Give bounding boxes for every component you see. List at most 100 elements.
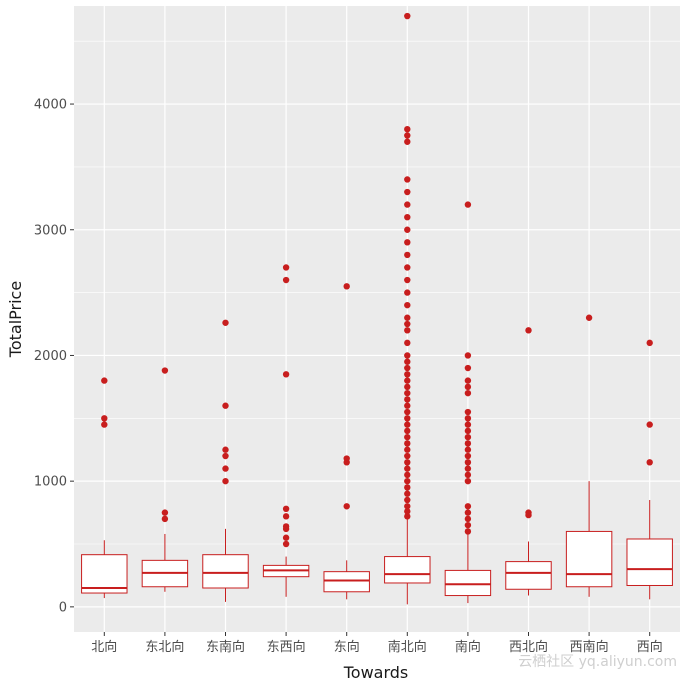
outlier-point [464,528,472,535]
outlier-point [464,503,472,510]
outlier-point [464,389,472,397]
outlier-point [464,383,472,391]
outlier-point [404,320,411,328]
outlier-point [646,459,653,466]
x-axis: 北向 东北向 东南向 东西向 东向 南北向 南向 西北向 西南向 西向 [91,632,663,655]
outlier-point [404,433,411,441]
outlier-point [404,176,411,183]
x-tick-label: 东向 [334,639,360,655]
outlier-point [404,314,411,321]
x-axis-title: Towards [343,663,409,682]
outlier-point [404,251,411,259]
outlier-point [464,364,472,372]
outlier-point [646,421,653,428]
outlier-point [404,327,411,334]
outlier-point [404,465,411,472]
outlier-point [404,490,411,497]
outlier-point [404,276,411,284]
outlier-point [404,289,411,296]
outlier-point [282,276,290,284]
y-tick-label: 2000 [34,349,67,364]
box-iqr [384,556,431,584]
outlier-point [404,421,411,428]
outlier-point [464,433,472,441]
outlier-point [404,446,411,453]
outlier-point [404,264,411,271]
outlier-point [404,239,411,246]
outlier-point [464,446,472,453]
box-group [323,283,370,600]
outlier-point [404,132,411,139]
outlier-point [464,521,472,529]
box-iqr [323,571,370,593]
outlier-point [464,440,472,447]
outlier-point [404,440,411,447]
outlier-point [161,367,169,374]
outlier-point [404,358,411,365]
y-tick-label: 0 [59,600,67,615]
y-tick-label: 3000 [34,223,67,238]
outlier-point [404,301,411,309]
outlier-point [464,352,472,359]
box-iqr [626,538,673,586]
outlier-point [404,513,411,520]
outlier-point [404,125,411,133]
outlier-point [343,283,350,290]
box-group [565,314,613,597]
outlier-point [404,364,411,372]
box-iqr [444,569,492,597]
outlier-point [464,427,472,435]
x-tick-label: 北向 [91,639,117,655]
outlier-point [282,523,290,530]
x-tick-label: 东西向 [267,639,306,655]
outlier-point [404,371,411,378]
outlier-point [282,540,290,548]
x-tick-label: 东南向 [206,639,245,655]
outlier-point [464,465,472,472]
y-axis-title: TotalPrice [6,281,25,358]
x-tick-label: 西南向 [570,639,609,655]
outlier-point [161,515,169,523]
outlier-point [282,371,290,378]
outlier-point [464,459,472,466]
outlier-point [404,377,411,384]
outlier-point [404,389,411,397]
outlier-point [404,408,411,416]
outlier-point [101,377,108,384]
outlier-point [464,421,472,428]
outlier-point [222,402,229,409]
outlier-point [404,503,411,510]
outlier-point [404,459,411,466]
outlier-point [585,314,593,321]
outlier-point [404,471,411,479]
outlier-point [404,12,411,20]
outlier-point [464,515,472,523]
outlier-point [404,396,411,403]
outlier-point [525,509,532,516]
outlier-point [464,201,472,208]
outlier-point [525,327,532,334]
outlier-point [404,508,411,515]
outlier-point [404,226,411,233]
box-group [626,339,673,600]
outlier-point [161,509,169,516]
outlier-point [464,377,472,384]
outlier-point [404,188,411,196]
box-iqr [565,530,613,588]
outlier-point [404,415,411,422]
outlier-point [282,534,290,541]
box-group [444,201,492,604]
outlier-point [404,213,411,221]
outlier-point [464,471,472,479]
outlier-point [282,505,290,513]
watermark: 云栖社区 yq.aliyun.com [518,654,677,670]
outlier-point [404,339,411,347]
outlier-point [404,496,411,504]
x-tick-label: 南北向 [388,639,427,655]
outlier-point [404,484,411,491]
outlier-point [404,352,411,359]
box-group [505,327,552,596]
outlier-point [282,264,290,271]
x-tick-label: 西北向 [509,639,548,655]
